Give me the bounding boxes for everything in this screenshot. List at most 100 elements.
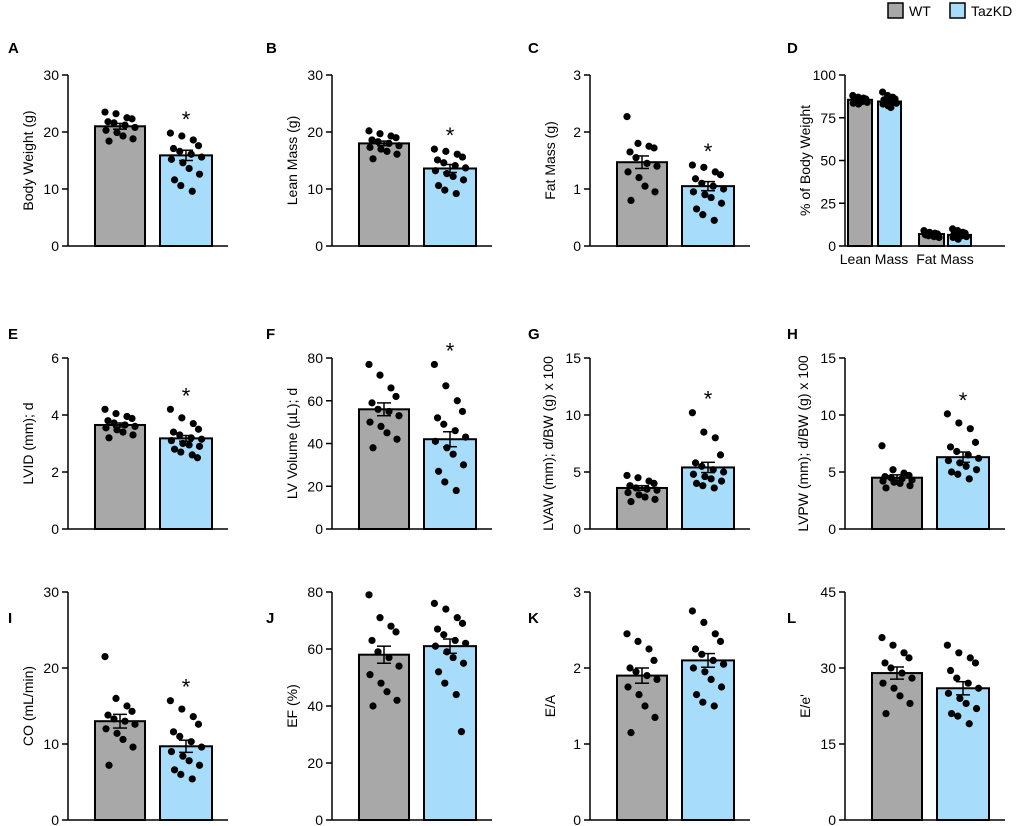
data-point bbox=[709, 466, 717, 474]
data-point bbox=[707, 675, 715, 684]
y-tick-label: 20 bbox=[307, 478, 323, 494]
data-point bbox=[651, 713, 659, 722]
data-point bbox=[368, 136, 376, 144]
data-point bbox=[975, 454, 983, 462]
data-point bbox=[626, 664, 634, 672]
data-point bbox=[689, 664, 698, 672]
data-point bbox=[177, 448, 185, 456]
data-point bbox=[167, 437, 176, 445]
data-point bbox=[374, 648, 382, 656]
data-point bbox=[849, 99, 857, 107]
data-point bbox=[178, 132, 186, 140]
data-point bbox=[392, 392, 400, 401]
data-point bbox=[698, 462, 706, 470]
data-point bbox=[710, 484, 718, 492]
data-point bbox=[701, 472, 709, 481]
data-point bbox=[975, 684, 983, 692]
y-axis-label: EF (%) bbox=[284, 684, 300, 728]
data-point bbox=[623, 471, 631, 480]
data-point bbox=[376, 130, 384, 138]
data-point bbox=[905, 654, 913, 662]
data-point bbox=[717, 199, 726, 207]
panel-letter: A bbox=[8, 40, 19, 57]
data-point bbox=[128, 707, 136, 715]
data-point bbox=[643, 672, 651, 680]
data-point bbox=[105, 434, 113, 442]
data-point bbox=[699, 698, 707, 706]
y-axis-label: CO (mL/min) bbox=[20, 666, 36, 746]
y-tick-label: 10 bbox=[307, 181, 323, 197]
data-point bbox=[692, 479, 701, 487]
data-point bbox=[128, 115, 136, 123]
data-point bbox=[101, 108, 109, 116]
y-tick-label: 10 bbox=[565, 407, 581, 423]
data-point bbox=[443, 444, 451, 452]
panel-j: J 0 20 40 60 80 EF (%) bbox=[266, 584, 492, 826]
y-tick-label: 60 bbox=[307, 641, 323, 657]
y-tick-label: 0 bbox=[828, 238, 836, 254]
data-point bbox=[879, 88, 887, 96]
data-point bbox=[434, 668, 443, 676]
data-point bbox=[626, 148, 634, 156]
y-axis-label: LVAW (mm); d/BW (g) x 100 bbox=[540, 356, 556, 531]
bar-wt bbox=[358, 653, 410, 822]
data-point bbox=[947, 468, 956, 476]
data-point bbox=[185, 757, 193, 765]
data-point bbox=[176, 732, 184, 741]
data-point bbox=[720, 660, 728, 668]
data-point bbox=[635, 174, 643, 182]
data-point bbox=[102, 725, 110, 733]
data-point bbox=[962, 462, 970, 470]
data-point bbox=[392, 134, 400, 142]
data-point bbox=[129, 135, 137, 143]
data-point bbox=[459, 659, 468, 667]
data-point bbox=[964, 679, 972, 687]
data-point bbox=[627, 498, 635, 506]
data-point bbox=[374, 138, 382, 146]
legend-swatch-tazkd bbox=[949, 2, 966, 19]
data-point bbox=[966, 425, 974, 433]
significance-asterisk: * bbox=[446, 338, 455, 363]
data-point bbox=[442, 147, 450, 155]
data-point bbox=[879, 679, 887, 687]
data-point bbox=[385, 653, 393, 662]
data-point bbox=[971, 438, 980, 446]
data-point bbox=[177, 770, 185, 779]
data-point bbox=[166, 405, 174, 413]
data-point bbox=[431, 437, 440, 445]
y-tick-label: 0 bbox=[51, 812, 59, 826]
y-tick-label: 80 bbox=[307, 350, 323, 366]
data-point bbox=[906, 482, 914, 490]
data-point bbox=[972, 466, 981, 474]
y-tick-label: 0 bbox=[573, 521, 581, 537]
y-axis-label: LVPW (mm); d/BW (g) x 100 bbox=[795, 355, 811, 532]
data-point bbox=[443, 648, 451, 656]
data-point bbox=[119, 132, 127, 140]
data-point bbox=[178, 414, 186, 422]
data-point bbox=[104, 711, 112, 719]
y-axis-label: E/A bbox=[542, 694, 558, 717]
y-tick-label: 60 bbox=[307, 393, 323, 409]
data-point bbox=[110, 715, 118, 723]
data-point bbox=[121, 421, 129, 429]
data-point bbox=[102, 424, 110, 432]
data-point bbox=[452, 189, 460, 198]
panel-letter: H bbox=[787, 326, 798, 343]
data-point bbox=[962, 232, 971, 241]
y-tick-label: 25 bbox=[820, 195, 836, 211]
data-point bbox=[113, 729, 121, 737]
data-point bbox=[623, 630, 631, 638]
y-tick-label: 10 bbox=[43, 736, 59, 752]
y-tick-label: 50 bbox=[820, 153, 836, 169]
panel-l: L 0 15 30 45 E/e' bbox=[787, 584, 1005, 826]
panel-letter: B bbox=[266, 40, 277, 57]
bar-lean-mass bbox=[847, 98, 873, 247]
data-point bbox=[376, 371, 384, 379]
data-point bbox=[462, 639, 470, 647]
data-point bbox=[691, 459, 700, 467]
data-point bbox=[653, 486, 661, 494]
panel-letter: E bbox=[8, 326, 18, 343]
data-point bbox=[717, 683, 726, 691]
y-tick-label: 4 bbox=[51, 407, 59, 423]
data-point bbox=[947, 710, 956, 718]
